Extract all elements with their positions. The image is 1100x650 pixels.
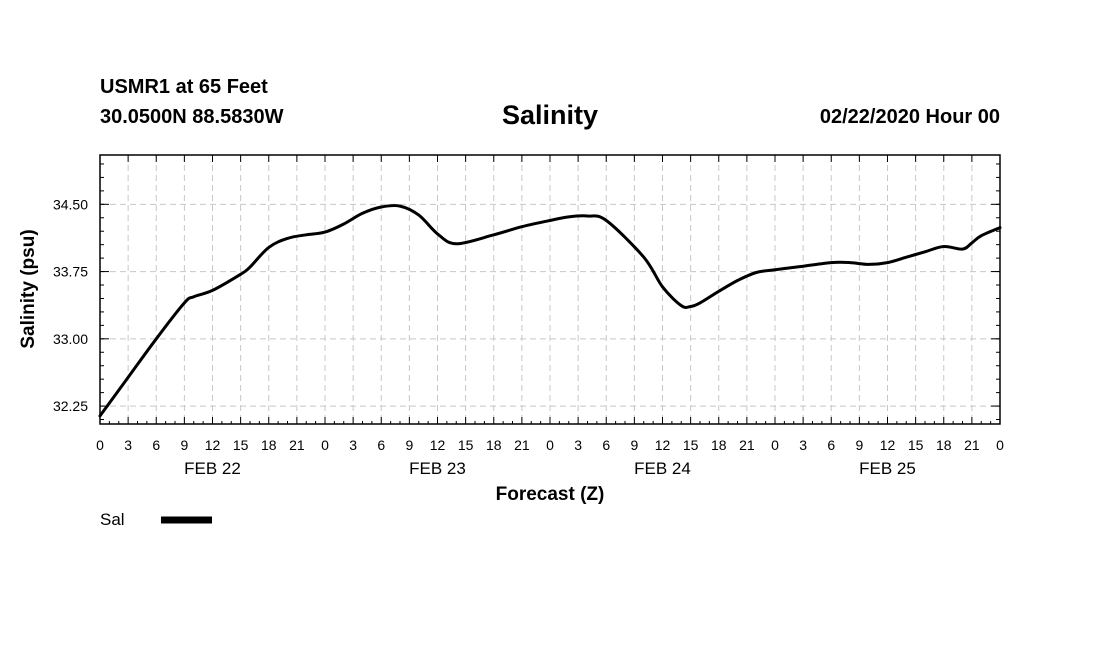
x-tick-label: 6 <box>602 437 610 453</box>
grid <box>100 155 1000 424</box>
x-tick-label: 21 <box>964 437 980 453</box>
x-tick-label: 0 <box>771 437 779 453</box>
x-tick-label: 21 <box>289 437 305 453</box>
x-tick-label: 12 <box>655 437 671 453</box>
plot-frame <box>99 154 1001 425</box>
x-tick-label: 15 <box>458 437 474 453</box>
station-name: USMR1 at 65 Feet <box>100 76 268 98</box>
x-tick-label: 6 <box>377 437 385 453</box>
chart-title: Salinity <box>501 100 599 130</box>
x-tick-label: 3 <box>124 437 132 453</box>
legend: Sal <box>100 510 212 529</box>
x-tick-label: 18 <box>936 437 952 453</box>
x-tick-label: 21 <box>739 437 755 453</box>
day-label: FEB 25 <box>859 459 916 478</box>
x-tick-label: 12 <box>430 437 446 453</box>
day-label: FEB 22 <box>184 459 241 478</box>
x-tick-label: 18 <box>261 437 277 453</box>
x-tick-label: 15 <box>908 437 924 453</box>
series-line-sal <box>98 203 1002 418</box>
y-tick-label: 33.00 <box>53 331 88 347</box>
legend-label: Sal <box>100 510 125 529</box>
x-tick-label: 12 <box>205 437 221 453</box>
station-location: 30.0500N 88.5830W <box>100 106 284 128</box>
y-tick-label: 32.25 <box>53 398 88 414</box>
x-tick-label: 18 <box>711 437 727 453</box>
x-tick-label: 9 <box>855 437 863 453</box>
x-tick-label: 0 <box>996 437 1004 453</box>
x-tick-label: 6 <box>827 437 835 453</box>
x-tick-label: 0 <box>546 437 554 453</box>
x-tick-label: 3 <box>349 437 357 453</box>
x-tick-label: 21 <box>514 437 530 453</box>
x-tick-label: 18 <box>486 437 502 453</box>
tick-labels: 0 3 6 9 12 15 18 21 0 3 6 9 12 15 18 21 0 3 6 9 12 15 18 21 0 3 6 9… <box>53 196 1004 478</box>
y-tick-label: 33.75 <box>53 264 88 280</box>
day-label: FEB 23 <box>409 459 466 478</box>
x-tick-label: 3 <box>799 437 807 453</box>
forecast-datetime: 02/22/2020 Hour 00 <box>819 106 1000 128</box>
x-tick-label: 15 <box>233 437 249 453</box>
x-tick-label: 3 <box>574 437 582 453</box>
x-tick-label: 9 <box>630 437 638 453</box>
x-tick-label: 15 <box>683 437 699 453</box>
x-tick-label: 0 <box>96 437 104 453</box>
x-axis-label: Forecast (Z) <box>496 484 605 505</box>
y-tick-label: 34.50 <box>53 196 88 212</box>
x-tick-label: 9 <box>180 437 188 453</box>
x-tick-label: 6 <box>152 437 160 453</box>
x-tick-label: 12 <box>880 437 896 453</box>
x-tick-label: 0 <box>321 437 329 453</box>
x-tick-label: 9 <box>405 437 413 453</box>
y-axis-label: Salinity (psu) <box>18 229 39 348</box>
day-label: FEB 24 <box>634 459 691 478</box>
